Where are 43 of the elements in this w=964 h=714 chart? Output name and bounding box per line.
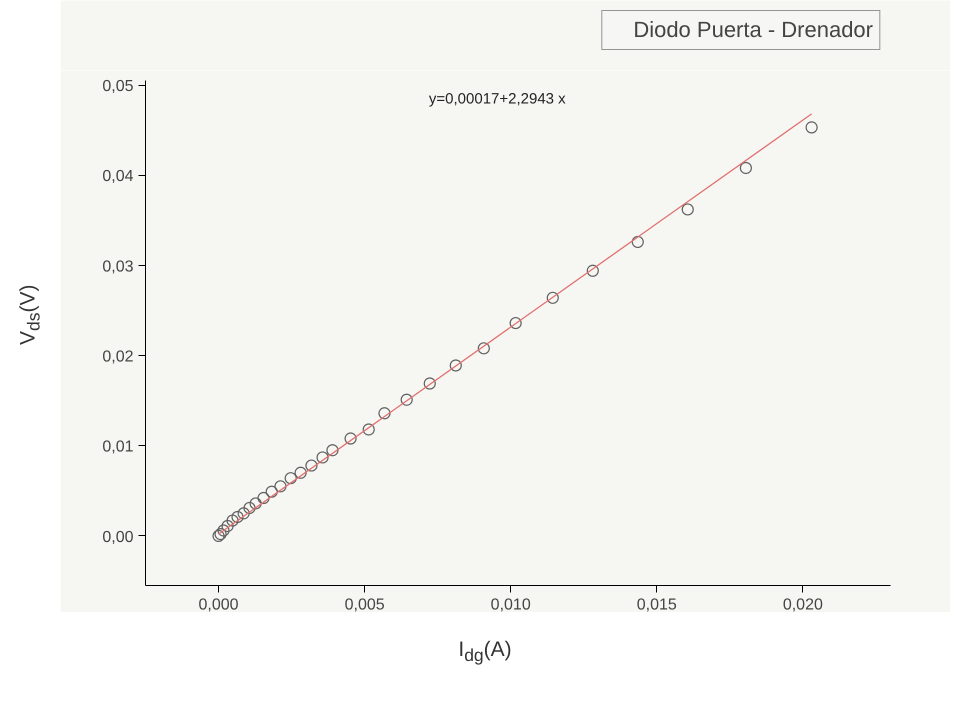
y-tick-label: 0,02	[102, 348, 134, 366]
point	[243, 502, 256, 514]
x-tick-label: 0,020	[782, 596, 823, 614]
x-tick-label: 0,010	[490, 596, 531, 614]
y-tick-label: 0,00	[102, 528, 134, 546]
y-tick-label: 0,03	[102, 258, 134, 276]
point	[682, 203, 694, 216]
point	[400, 394, 413, 406]
point	[316, 451, 329, 464]
annotation: y=0,00017+2,2943 x	[428, 90, 566, 108]
point	[231, 510, 244, 524]
point	[806, 121, 818, 134]
point	[294, 466, 307, 479]
x-axis-title: I$_{dg}$(A)	[458, 637, 512, 668]
point	[305, 459, 318, 472]
y-tick-label: 0,05	[102, 78, 134, 96]
point	[257, 492, 270, 504]
x-tick-label: 0,015	[636, 596, 677, 614]
point	[740, 162, 752, 174]
point	[632, 236, 644, 248]
point	[344, 432, 357, 445]
point	[226, 514, 239, 527]
point	[266, 486, 278, 498]
point	[362, 423, 375, 436]
y-tick-label: 0,01	[102, 438, 134, 456]
x-tick-label: 0,000	[198, 596, 239, 614]
point	[424, 377, 436, 390]
point	[586, 264, 599, 277]
point	[478, 342, 490, 354]
point	[378, 407, 391, 420]
point	[274, 480, 287, 492]
point	[217, 524, 230, 537]
point	[326, 444, 339, 456]
point	[450, 359, 462, 372]
y-tick-label: 0,04	[102, 168, 134, 186]
point	[546, 292, 559, 304]
x-tick-label: 0,005	[344, 596, 385, 614]
point	[250, 497, 262, 510]
point	[510, 316, 522, 330]
point	[221, 520, 234, 532]
text: Diodo Puerta - Drenador	[633, 17, 873, 43]
point	[284, 472, 297, 484]
point	[238, 507, 250, 520]
